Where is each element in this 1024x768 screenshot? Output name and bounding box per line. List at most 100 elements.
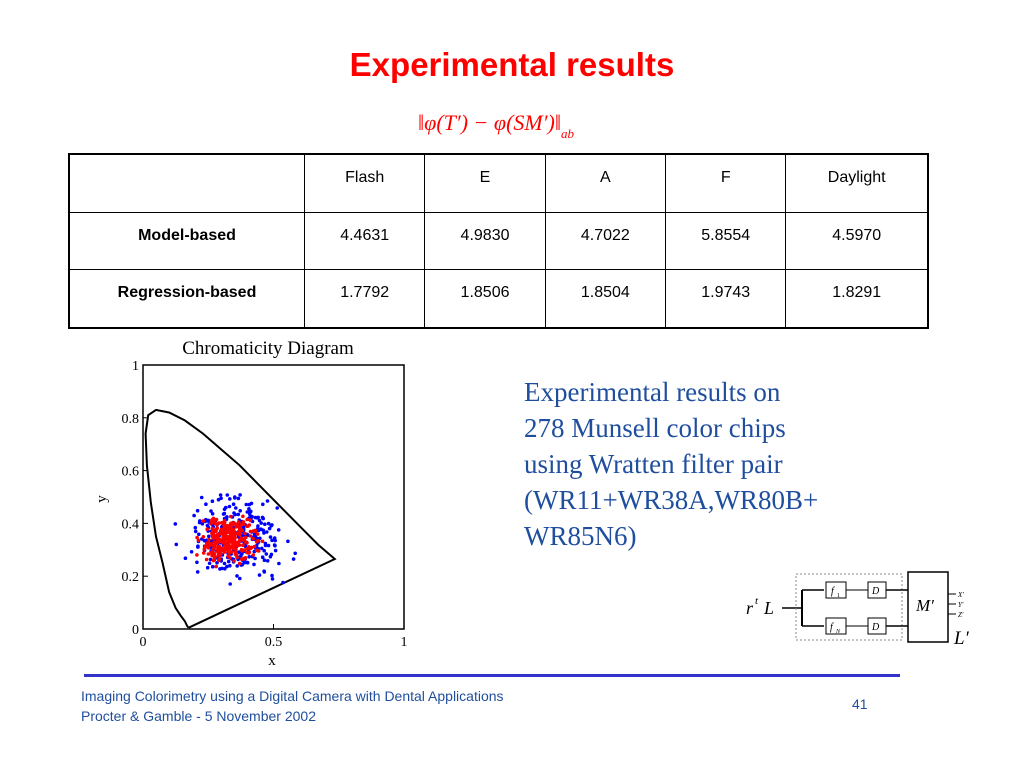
estimated-point — [226, 535, 230, 539]
estimated-point — [248, 518, 253, 522]
measured-point — [192, 513, 196, 518]
column-header: Flash — [303, 153, 426, 213]
measured-point — [209, 509, 213, 513]
row-label: Model-based — [68, 211, 305, 271]
measured-point — [205, 565, 210, 570]
estimated-point — [253, 528, 258, 533]
y-axis-label: y — [94, 495, 110, 503]
estimated-point — [241, 520, 246, 524]
estimated-point — [243, 531, 247, 536]
formula-subscript: ab — [561, 126, 575, 141]
measured-point — [232, 511, 236, 515]
estimated-point — [256, 538, 260, 543]
estimated-point — [236, 543, 240, 548]
measured-point — [235, 574, 239, 578]
measured-point — [225, 564, 229, 569]
chart-title: Chromaticity Diagram — [182, 338, 354, 359]
measured-point — [264, 552, 269, 556]
estimated-point — [235, 555, 239, 560]
estimated-point — [211, 536, 216, 540]
estimated-point — [228, 556, 232, 560]
measured-point — [266, 543, 271, 548]
measured-point — [225, 493, 230, 497]
measured-point — [248, 509, 252, 514]
measured-point — [219, 496, 223, 501]
estimated-point — [195, 535, 199, 540]
measured-point — [189, 550, 194, 554]
measured-point — [222, 561, 227, 566]
output-L-label: L′ — [953, 628, 970, 649]
input-r: r — [746, 598, 754, 618]
estimated-point — [204, 557, 209, 562]
measured-point — [258, 536, 262, 541]
estimated-point — [217, 544, 222, 549]
estimated-point — [237, 561, 242, 566]
footer: Imaging Colorimetry using a Digital Came… — [81, 686, 504, 726]
measured-point — [286, 539, 290, 544]
estimated-point — [240, 549, 244, 553]
measured-point — [238, 509, 242, 513]
table-cell: 4.7022 — [544, 211, 667, 271]
estimated-point — [212, 543, 216, 548]
estimated-point — [203, 544, 207, 549]
estimated-point — [220, 520, 224, 525]
measured-point — [272, 536, 277, 540]
estimated-point — [232, 546, 236, 551]
measured-point — [265, 559, 270, 563]
estimated-point — [219, 527, 224, 532]
estimated-point — [239, 557, 244, 561]
table-cell: 4.5970 — [785, 211, 929, 271]
measured-point — [248, 512, 252, 517]
estimated-point — [246, 551, 251, 555]
footer-line: Procter & Gamble - 5 November 2002 — [81, 708, 316, 724]
estimated-point — [222, 540, 227, 545]
measured-point — [174, 542, 179, 547]
measured-point — [269, 552, 274, 557]
output-x: X′ — [957, 591, 964, 599]
measured-point — [207, 534, 211, 539]
camera-box — [795, 573, 903, 641]
measured-point — [277, 561, 281, 566]
measured-point — [262, 548, 266, 553]
estimated-point — [206, 541, 211, 545]
estimated-point — [228, 539, 233, 544]
filter1-box — [825, 581, 847, 599]
measured-point — [257, 528, 261, 533]
matrix-box — [907, 571, 949, 643]
measured-point — [273, 548, 278, 553]
measured-point — [270, 577, 275, 581]
measured-point — [195, 570, 200, 574]
estimated-point — [245, 541, 249, 545]
measured-point — [244, 502, 249, 507]
column-header: F — [665, 153, 787, 213]
estimated-point — [213, 555, 217, 559]
measured-point — [205, 523, 210, 528]
estimated-point — [228, 536, 233, 541]
measured-point — [245, 510, 250, 514]
estimated-point — [233, 550, 238, 555]
measured-point — [200, 522, 205, 526]
measured-point — [256, 515, 260, 520]
filter2-sub: N — [835, 629, 841, 635]
measured-point — [245, 560, 250, 565]
data-points — [173, 493, 297, 586]
measured-point — [196, 544, 200, 548]
measured-point — [275, 506, 279, 510]
detector1-label: D — [871, 586, 880, 597]
measured-point — [263, 522, 267, 526]
estimated-point — [244, 535, 248, 540]
measured-point — [228, 563, 232, 568]
estimated-point — [214, 517, 219, 522]
filter2-label: f — [830, 622, 834, 633]
measured-point — [266, 521, 271, 526]
estimated-point — [236, 520, 241, 524]
description-line: Experimental results on — [524, 377, 781, 407]
measured-point — [183, 556, 188, 560]
measured-point — [228, 497, 232, 501]
measured-point — [195, 508, 200, 513]
axis-ticks: 0 0.5 1 0 0.2 0.4 0.6 0.8 1 — [122, 359, 408, 650]
estimated-point — [205, 527, 209, 531]
estimated-point — [230, 523, 235, 527]
measured-point — [193, 525, 198, 530]
filter1-sub: 1 — [837, 593, 840, 599]
